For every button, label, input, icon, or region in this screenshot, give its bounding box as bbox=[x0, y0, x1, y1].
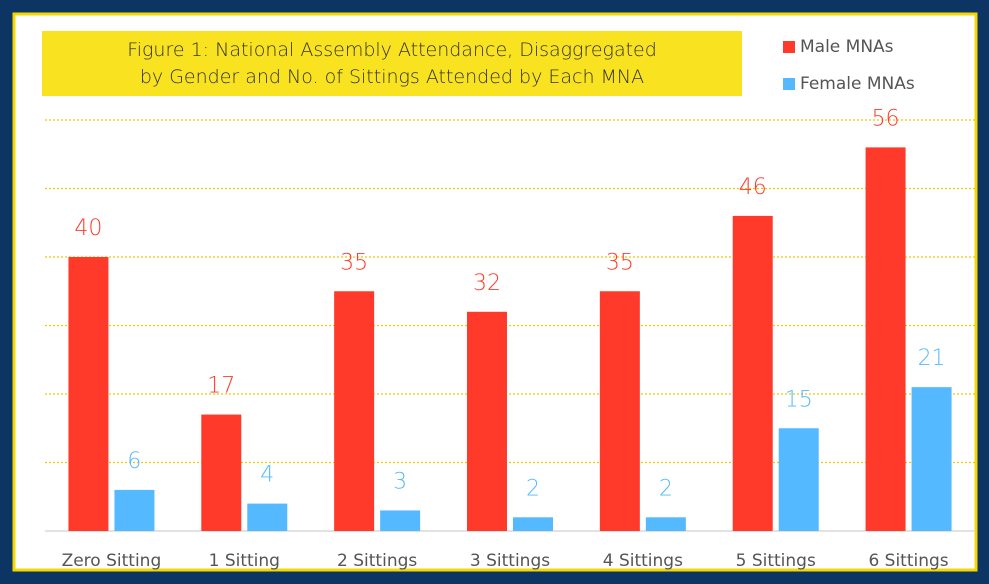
bar bbox=[467, 311, 507, 531]
value-label: 3 bbox=[393, 469, 407, 494]
legend-label: Female MNAs bbox=[800, 74, 915, 94]
value-label: 17 bbox=[207, 374, 235, 399]
bar bbox=[599, 291, 640, 531]
x-tick-label: 4 Sittings bbox=[603, 551, 683, 571]
bar bbox=[380, 510, 421, 531]
value-label: 2 bbox=[526, 476, 540, 501]
value-label: 35 bbox=[340, 250, 368, 275]
bar bbox=[201, 414, 242, 531]
value-label: 46 bbox=[739, 175, 767, 200]
x-tick-label: 1 Sitting bbox=[209, 551, 280, 571]
bar bbox=[645, 517, 686, 531]
x-tick-label: Zero Sitting bbox=[62, 551, 162, 571]
legend-label: Male MNAs bbox=[800, 37, 894, 57]
bar bbox=[732, 215, 773, 531]
value-label: 32 bbox=[473, 271, 501, 296]
value-label: 40 bbox=[74, 216, 102, 241]
bar bbox=[778, 428, 819, 531]
x-tick-label: 5 Sittings bbox=[736, 551, 816, 571]
bar bbox=[865, 147, 906, 531]
value-label: 56 bbox=[872, 106, 900, 131]
value-label: 35 bbox=[606, 250, 634, 275]
x-tick-label: 2 Sittings bbox=[337, 551, 417, 571]
value-label: 4 bbox=[260, 463, 274, 488]
bar bbox=[247, 503, 288, 531]
value-label: 2 bbox=[659, 476, 673, 501]
title-box bbox=[42, 31, 742, 96]
value-label: 6 bbox=[127, 449, 141, 474]
bar bbox=[334, 291, 375, 531]
bar bbox=[114, 489, 155, 531]
bar bbox=[911, 387, 952, 531]
legend-swatch bbox=[783, 78, 795, 90]
bar bbox=[513, 517, 553, 531]
x-tick-label: 6 Sittings bbox=[868, 551, 948, 571]
bar bbox=[68, 257, 109, 531]
value-label: 15 bbox=[785, 387, 813, 412]
chart-title: Figure 1: National Assembly Attendance, … bbox=[127, 39, 657, 88]
value-label: 21 bbox=[918, 346, 946, 371]
x-tick-label: 3 Sittings bbox=[470, 551, 550, 571]
legend-swatch bbox=[783, 41, 795, 53]
